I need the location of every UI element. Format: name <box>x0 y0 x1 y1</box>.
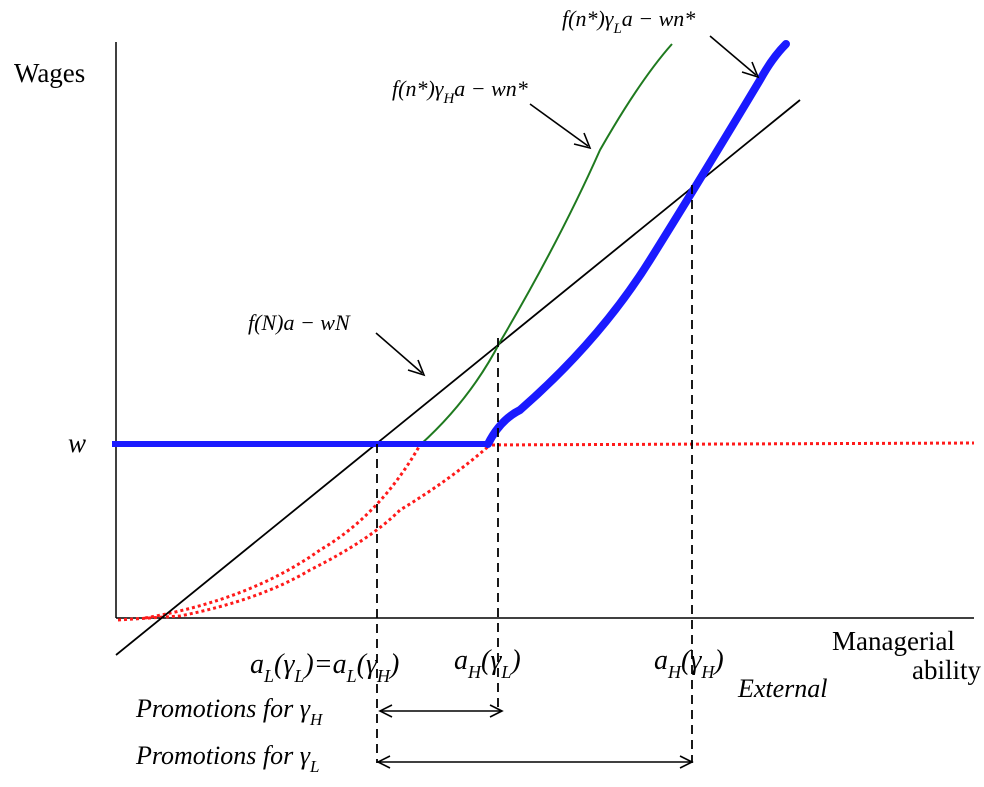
y-axis-label: Wages <box>14 58 85 88</box>
curve-label-gamma-l: f(n*)γLa − wn* <box>562 6 695 37</box>
green-curve-gamma-h <box>419 43 673 446</box>
tick-label-a-l: aL(γL)=aL(γH) <box>250 649 399 686</box>
tick-label-a-h-low: aH(γL) <box>454 645 521 682</box>
red-dotted-horizontal <box>479 441 975 447</box>
external-label: External <box>737 674 828 703</box>
red-dotted-curve-lower <box>117 443 491 622</box>
curve-label-outside: f(N)a − wN <box>248 310 351 335</box>
arrow-to-outside-line <box>375 332 426 377</box>
curve-label-gamma-h: f(n*)γHa − wn* <box>392 76 528 107</box>
outside-option-line <box>115 99 801 656</box>
promo-low-range-arrow <box>376 755 694 769</box>
w-label: w <box>68 428 86 458</box>
tick-label-a-h-high: aH(γH) <box>654 645 724 682</box>
promo-low-label: Promotions for γL <box>135 741 319 776</box>
arrow-to-green-curve <box>529 103 592 150</box>
x-axis-label-line1: Managerial <box>832 626 955 656</box>
red-dotted-curve-upper <box>144 444 422 620</box>
blue-curve-gamma-l <box>484 40 790 448</box>
promo-high-range-arrow <box>378 704 504 718</box>
promo-high-label: Promotions for γH <box>135 694 324 729</box>
x-axis-label-line2: ability <box>912 655 981 685</box>
arrow-to-blue-curve <box>709 35 760 79</box>
